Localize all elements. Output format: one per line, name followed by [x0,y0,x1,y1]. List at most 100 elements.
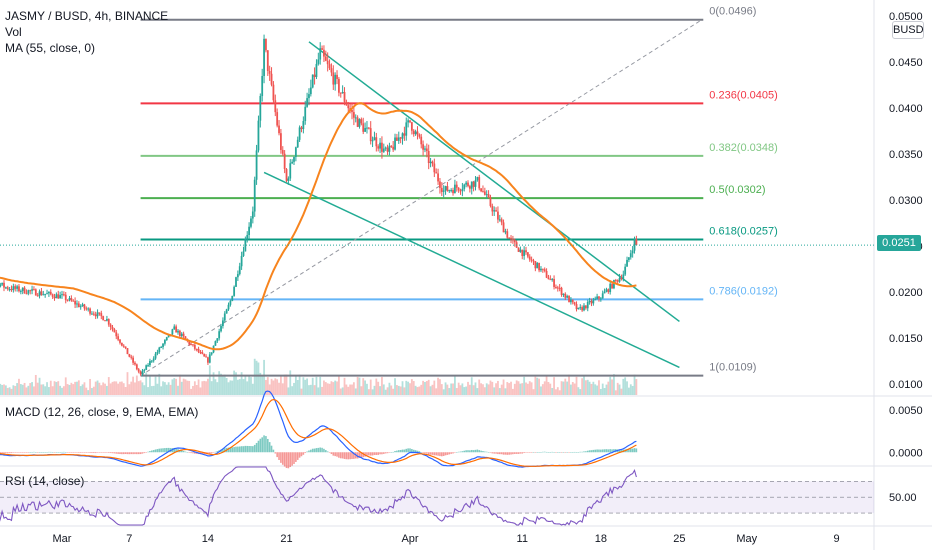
candle-body [156,352,159,354]
volume-bar [218,371,221,395]
candle-body [33,289,35,291]
volume-bar [601,383,604,395]
volume-bar [285,374,288,395]
volume-bar [265,379,267,395]
fib-band [141,103,704,155]
volume-bar [205,381,207,395]
macd-hist-bar [504,452,507,455]
candle-body [104,320,106,322]
volume-bar [0,383,2,395]
macd-hist-bar [154,449,157,453]
volume-bar [390,385,393,395]
macd-hist-bar [386,452,389,454]
candle-body [53,296,56,299]
volume-bar [72,384,75,395]
volume-bar [366,383,368,395]
macd-hist-bar [137,452,140,455]
candle-body [628,257,630,260]
macd-hist-bar [313,448,316,453]
volume-bar [300,388,303,395]
macd-hist-bar [35,452,37,453]
currency-button[interactable]: BUSD [892,21,924,39]
time-tick-label: Mar [53,533,72,545]
volume-bar [272,380,275,395]
volume-bar [104,383,106,395]
macd-hist-bar [235,446,237,453]
macd-hist-bar [289,452,292,468]
macd-hist-bar [455,452,458,453]
volume-bar [139,380,142,395]
volume-bar [538,378,540,395]
macd-hist-bar [139,452,142,455]
candle-body [287,178,290,181]
candle-body [382,148,385,152]
volume-bar [414,385,417,395]
macd-hist-bar [132,452,134,455]
volume-bar [106,385,108,395]
candle-body [457,187,460,191]
volume-bar [364,380,366,395]
fib-band [141,240,704,300]
candle-body [300,127,303,130]
candle-body [296,139,299,148]
macd-hist-bar [381,452,383,455]
candle-body [551,278,554,280]
candle-body [577,307,580,310]
macd-hist-bar [246,445,249,453]
candle-body [605,289,608,292]
volume-bar [339,388,342,395]
volume-bar [491,381,494,395]
macd-hist-bar [476,449,479,453]
candle-body [362,123,365,132]
candle-body [25,293,28,295]
candle-body [455,184,458,188]
macd-hist-bar [216,451,219,453]
candle-body [622,274,625,279]
candle-body [476,177,479,181]
volume-bar [611,379,613,395]
time-tick-label: 14 [202,533,214,545]
candle-body [14,286,17,289]
volume-bar [583,375,585,395]
candle-body [48,291,50,294]
macd-hist-bar [126,452,129,455]
volume-bar [208,365,211,395]
candle-body [175,326,178,333]
candle-body [338,79,340,93]
macd-hist-bar [192,452,194,454]
candle-body [240,255,243,267]
macd-hist-bar [130,452,133,455]
candle-body [91,313,93,315]
volume-bar [98,382,101,395]
macd-hist-bar [412,449,415,453]
candle-body [201,352,204,354]
volume-bar [257,362,260,395]
candle-body [16,286,18,289]
volume-bar [199,387,202,395]
candle-body [339,92,342,94]
candle-body [427,151,430,164]
volume-bar [162,381,164,395]
candle-body [454,184,456,194]
volume-bar [422,380,424,395]
volume-bar [14,385,17,395]
candle-body [6,287,9,290]
candle-body [517,247,520,252]
volume-bar [338,376,340,395]
candle-body [530,259,533,261]
macd-hist-bar [128,452,131,455]
volume-bar [334,380,337,395]
candle-body [341,92,344,94]
macd-hist-bar [317,447,320,453]
candle-body [85,308,88,310]
macd-tick-label: 0.0000 [889,447,923,459]
candle-body [609,283,612,293]
volume-bar [231,380,234,395]
candle-body [367,127,370,129]
volume-bar [397,385,400,395]
macd-hist-bar [562,452,565,453]
macd-hist-bar [209,452,211,454]
macd-hist-bar [482,451,484,453]
volume-bar [468,384,471,395]
